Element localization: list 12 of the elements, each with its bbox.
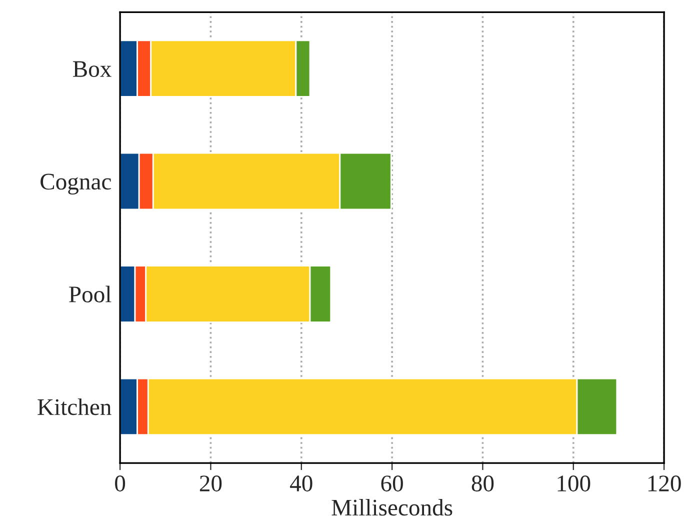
x-tick-label: 20: [200, 476, 222, 492]
x-tick-label: 80: [472, 476, 494, 492]
x-tick-label: 60: [381, 476, 403, 492]
x-tick-label: 40: [290, 476, 312, 492]
y-tick-label: Kitchen: [38, 398, 112, 416]
x-tick-label: 100: [558, 476, 590, 492]
y-tick-label: Box: [73, 61, 112, 77]
x-tick-label: 0: [115, 476, 126, 492]
x-tick-label: 120: [648, 476, 681, 492]
y-tick-label: Pool: [69, 286, 112, 302]
y-tick-label: Cognac: [40, 174, 111, 195]
x-axis-title: Milliseconds: [332, 499, 452, 516]
